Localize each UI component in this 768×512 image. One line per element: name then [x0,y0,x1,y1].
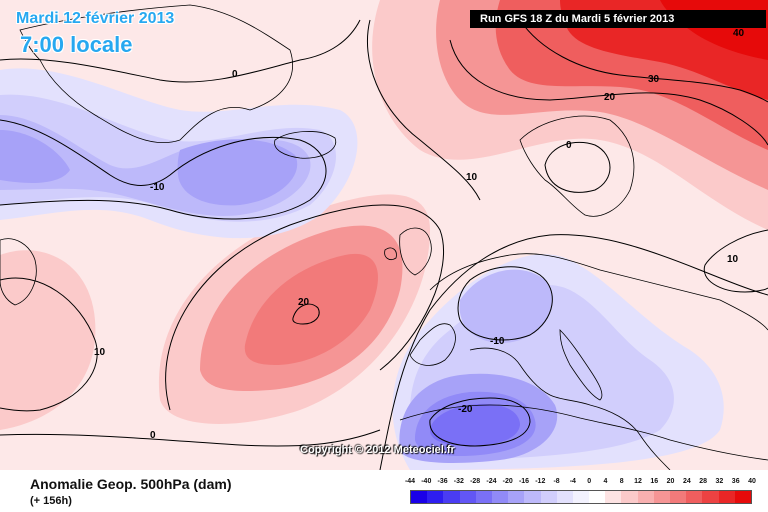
color-scale-swatch [427,491,444,503]
isoline-zero-greenland [0,19,361,83]
color-scale-tick: 12 [634,478,642,485]
color-scale-swatch [556,491,573,503]
contour-label-central-high: 20 [298,297,310,308]
color-scale-tick: -16 [518,478,530,485]
color-scale-bar [410,490,752,504]
isoline-ten-russia [703,229,768,293]
color-scale-tick: 8 [619,478,624,485]
color-scale-swatch [443,491,460,503]
color-scale-tick: 16 [650,478,659,485]
color-scale-tick: -32 [453,478,464,485]
forecast-local-time: 7:00 locale [20,32,133,57]
isoline-twenty-central [292,303,320,325]
atlantic-low-core-right [177,139,298,206]
lead-time: (+ 156h) [30,495,72,507]
europe-coast [409,253,768,470]
scandinavia-coast [519,115,635,217]
color-scale-tick: 40 [748,478,756,485]
product-title: Anomalie Geop. 500hPa (dam) [30,476,232,492]
med-low-core [430,403,520,446]
color-scale-tick: -36 [437,478,448,485]
forecast-date: Mardi 12 février 2013 [16,10,175,27]
central-high-shade-3 [244,253,378,365]
isoline-zero-scandinavia [544,141,611,193]
contour-label-south-zero: 0 [150,430,156,441]
isolines [0,19,768,470]
color-scale-swatch [702,491,719,503]
color-scale-tick: -24 [486,478,497,485]
contour-label-north-thirty: 30 [648,74,660,85]
color-scale-swatch [653,491,670,503]
color-scale-swatch [621,491,638,503]
isoline-ten-central [165,204,444,411]
greenland-coast [19,4,293,144]
color-scale-tick: -20 [502,478,513,485]
contour-label-west-ten: 10 [94,347,106,358]
contour-label-atlantic-low: -10 [150,182,165,193]
color-scale-tick: -4 [569,478,576,485]
color-scale-swatch [524,491,541,503]
isoline-minus-ten [0,119,327,220]
color-scale-swatch [540,491,557,503]
contour-labels: 0 -10 10 20 10 0 40 30 20 0 10 -10 -20 [94,28,745,441]
run-info-banner: Run GFS 18 Z du Mardi 5 février 2013 [470,10,766,28]
color-scale-swatch [670,491,687,503]
color-scale-swatch [491,491,509,503]
europe-low-shade-3 [459,269,552,344]
color-scale-tick: -8 [553,478,560,485]
color-scale-swatch [572,491,590,503]
west-high-shade [0,250,96,430]
contour-label-europe-minus-ten: -10 [490,336,505,347]
color-scale-tick: 36 [731,478,740,485]
color-scale-tick: 4 [603,478,608,485]
anomaly-map: 0 -10 10 20 10 0 40 30 20 0 10 -10 -20 [0,0,768,470]
contour-label-greenland-zero: 0 [232,69,238,80]
color-scale-tick: -12 [535,478,546,485]
color-scale-swatch [589,491,606,503]
contour-label-north-twenty: 20 [604,92,616,103]
coastlines [0,4,768,470]
isoline-twenty-north [449,39,768,146]
isoline-minus-ten-europe [457,266,553,341]
color-scale-swatch [718,491,735,503]
isoline-ten-west [0,277,98,412]
newfoundland-coast [0,238,37,306]
africa-coast [399,404,768,461]
color-scale-tick: 28 [699,478,708,485]
contour-label-med-minus-twenty: -20 [458,404,473,415]
color-scale-swatch [508,491,525,503]
color-scale-swatch [605,491,622,503]
isoline-europe-long [379,234,768,470]
color-scale-tick: 24 [682,478,691,485]
color-scale-swatch [475,491,492,503]
copyright-notice: Copyright © 2012 Meteociel.fr [300,444,455,456]
atlantic-low-core-left [0,130,70,183]
color-scale-swatch [637,491,654,503]
isoline-thirty-north [519,19,768,103]
color-scale-tick: 20 [666,478,675,485]
italy-coast [559,329,603,401]
isoline-ten-iceland [366,19,481,201]
isoline-minus-twenty-med [429,397,531,447]
color-scale-ticks: -44 -40 -36 -32 -28 -24 -20 -16 -12 -8 -4 0 4 8 12 16 20… [405,478,756,490]
contour-label-north-forty: 40 [733,28,745,39]
color-scale-tick: -40 [421,478,432,485]
isoline-zero-south [0,429,381,447]
color-scale-tick: 32 [715,478,724,485]
contour-label-scandinavia-zero: 0 [566,140,572,151]
color-scale-swatch [459,491,476,503]
contour-label-iceland-ten: 10 [466,172,478,183]
color-scale-swatch [734,491,751,503]
color-scale-tick: -44 [404,478,416,485]
color-scale-swatch [686,491,703,503]
color-scale-swatch [411,491,428,503]
contour-label-russia-ten: 10 [727,254,739,265]
iceland-coast [274,131,337,159]
color-scale-tick: -28 [470,478,481,485]
uk-coast [384,227,432,276]
color-scale-tick: 0 [587,478,592,485]
